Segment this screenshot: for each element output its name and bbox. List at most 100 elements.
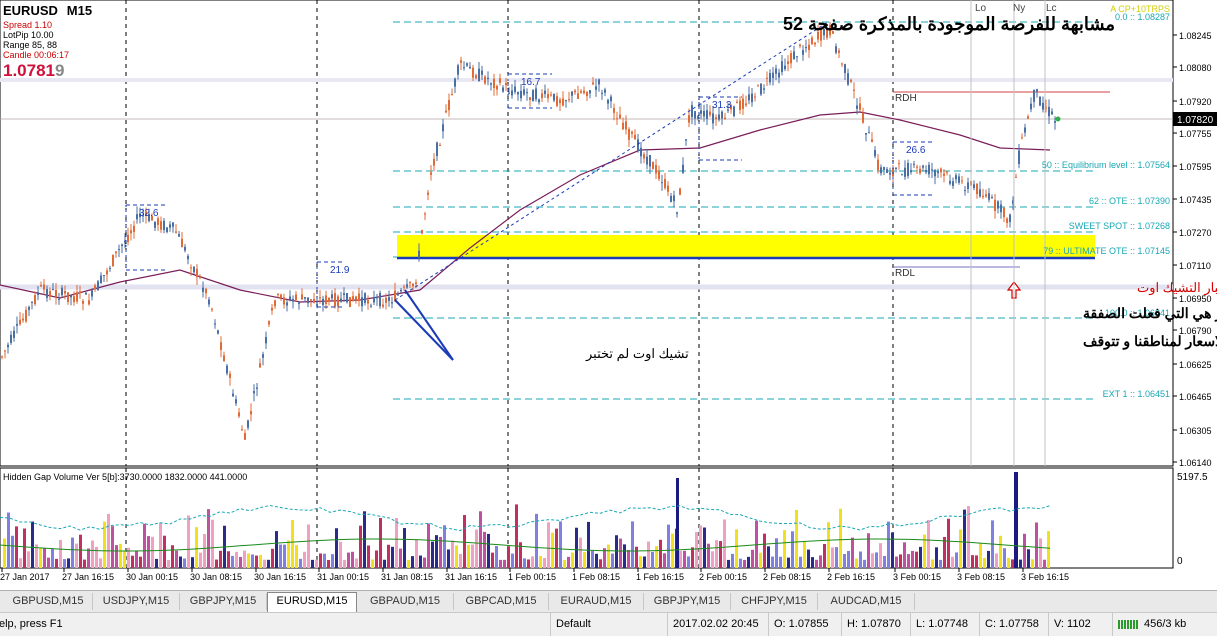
candle-body [664, 178, 666, 189]
candle-body [403, 286, 405, 288]
candle-body [421, 230, 423, 234]
candle-body [343, 293, 345, 295]
volume-bar [676, 478, 679, 568]
tab-gbpcad[interactable]: GBPCAD,M15 [454, 593, 549, 610]
candle-body [508, 92, 510, 94]
tab-audcad[interactable]: AUDCAD,M15 [818, 593, 915, 610]
indicator-zero-label: 0 [1177, 556, 1183, 567]
volume-bar [531, 556, 534, 568]
volume-bar [219, 550, 222, 568]
volume-bar [459, 553, 462, 568]
price-tick-label: 1.06790 [1179, 326, 1212, 336]
candle-body [583, 90, 585, 94]
volume-bar [155, 558, 158, 568]
status-volume: V: 1102 [1048, 613, 1114, 636]
candle-body [112, 254, 114, 267]
candle-body [220, 342, 222, 350]
candle-body [820, 29, 822, 41]
volume-bar [79, 534, 82, 568]
candle-body [100, 275, 102, 284]
candle-body [616, 118, 618, 120]
candle-body [280, 294, 282, 298]
moving-average [0, 111, 1051, 303]
session-label-lc: Lc [1046, 3, 1057, 14]
candle-body [331, 294, 333, 299]
candle-body [400, 289, 402, 292]
tab-usdjpy[interactable]: USDJPY,M15 [93, 593, 180, 610]
volume-bar [951, 556, 954, 568]
candle-body [484, 76, 486, 84]
tab-gbpjpy-2[interactable]: GBPJPY,M15 [644, 593, 731, 610]
candle-body [997, 201, 999, 209]
price-tick-label: 1.06305 [1179, 426, 1212, 436]
candle-body [1051, 111, 1053, 115]
candle-body [904, 167, 906, 177]
candle-body [202, 287, 204, 292]
symbol-label: EURUSD [3, 3, 58, 18]
candle-body [991, 197, 993, 199]
candle-body [16, 323, 18, 326]
volume-bar [551, 532, 554, 568]
candle-body [517, 92, 519, 95]
volume-bar [699, 525, 702, 568]
volume-bar [843, 554, 846, 568]
tab-gbpaud[interactable]: GBPAUD,M15 [357, 593, 454, 610]
candle-body [718, 114, 720, 120]
price-chart[interactable]: RDH RDL 32.6 21.9 16.7 31.3 26.6 Lo Ny Lc 0.… [0, 0, 1217, 590]
volume-bar [423, 557, 426, 568]
candle-body [829, 25, 831, 36]
candle-body [874, 150, 876, 157]
measure-boxes: 32.6 21.9 16.7 31.3 26.6 [125, 73, 935, 308]
candle-body [844, 64, 846, 74]
candle-timer-row: Candle 00:06:17 [3, 50, 70, 60]
volume-bar [599, 559, 602, 568]
tab-gbpusd[interactable]: GBPUSD,M15 [4, 593, 93, 610]
candle-body [745, 103, 747, 106]
tab-eurusd[interactable]: EURUSD,M15 [267, 592, 357, 612]
status-profile[interactable]: Default [550, 613, 666, 636]
volume-bar [827, 522, 830, 568]
time-tick-label: 30 Jan 08:15 [190, 572, 242, 582]
session-label-ny: Ny [1013, 3, 1025, 14]
candle-body [979, 189, 981, 197]
candle-body [1048, 106, 1050, 117]
tab-euraud[interactable]: EURAUD,M15 [549, 593, 644, 610]
volume-bar [15, 526, 18, 568]
status-datetime: 2017.02.02 20:45 [667, 613, 768, 636]
volume-bar [131, 555, 134, 568]
volume-bar [751, 549, 754, 568]
volume-bar [739, 558, 742, 568]
volume-bar [903, 542, 906, 568]
volume-bar [727, 559, 730, 568]
price-last-digit: 9 [55, 61, 65, 80]
volume-bar [139, 556, 142, 568]
volume-bar [235, 551, 238, 568]
candle-body [691, 105, 693, 118]
candle-body [712, 113, 714, 124]
candle-body [115, 251, 117, 254]
status-open: O: 1.07855 [768, 613, 846, 636]
candle-body [1009, 214, 1011, 222]
volume-bar [367, 545, 370, 568]
candle-body [1036, 89, 1038, 92]
volume-bar [179, 556, 182, 568]
tab-gbpjpy[interactable]: GBPJPY,M15 [180, 593, 267, 610]
candle-body [448, 100, 450, 111]
candlesticks [1, 21, 1056, 440]
candle-body [532, 90, 534, 102]
candle-body [346, 293, 348, 303]
volume-bar [239, 556, 242, 568]
volume-bar [791, 531, 794, 568]
candle-body [85, 292, 87, 295]
volume-bar [27, 551, 30, 568]
tab-chfjpy[interactable]: CHFJPY,M15 [731, 593, 818, 610]
candle-body [967, 182, 969, 190]
volume-bar [483, 531, 486, 568]
time-tick-label: 1 Feb 16:15 [636, 572, 684, 582]
volume-bar [663, 553, 666, 568]
candle-body [1000, 204, 1002, 213]
candle-body [151, 215, 153, 221]
candle-body [1030, 103, 1032, 110]
test-out-annotation: اختبار التشيك اوت [1137, 280, 1217, 296]
candle-body [523, 89, 525, 95]
